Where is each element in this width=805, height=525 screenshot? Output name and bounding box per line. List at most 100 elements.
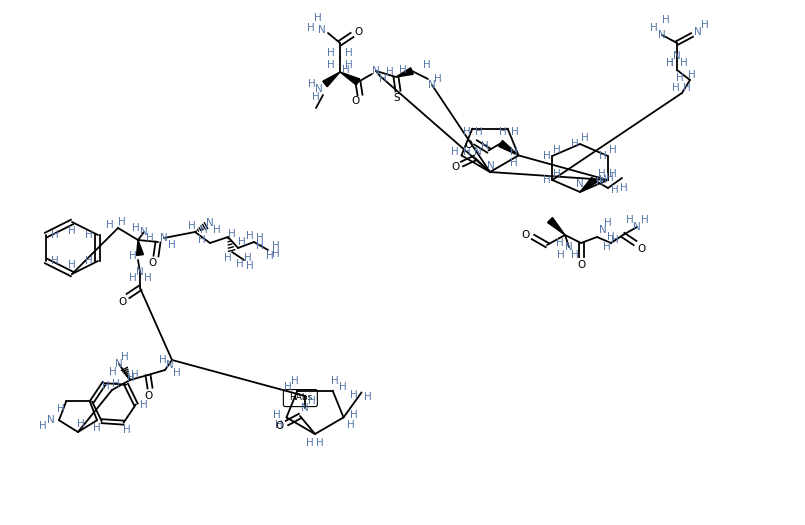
Text: O: O [351, 96, 359, 106]
Text: N: N [658, 30, 666, 40]
Text: H: H [127, 373, 134, 383]
Text: N: N [576, 179, 584, 189]
Text: H: H [168, 240, 175, 250]
Text: N: N [633, 222, 641, 232]
Text: H: H [52, 230, 59, 240]
Text: H: H [140, 400, 148, 410]
Text: N: N [136, 267, 144, 277]
Text: H: H [463, 148, 470, 158]
Text: H: H [611, 235, 619, 245]
Polygon shape [396, 68, 413, 77]
Text: H: H [557, 250, 565, 260]
Text: H: H [609, 145, 617, 155]
Text: N: N [474, 147, 482, 157]
Text: H: H [144, 273, 152, 283]
Text: N: N [565, 242, 573, 252]
Text: H: H [598, 169, 606, 179]
Text: H: H [275, 419, 283, 429]
Text: H: H [666, 58, 674, 68]
Text: H: H [129, 273, 137, 283]
Text: N: N [47, 415, 55, 425]
Text: N: N [372, 66, 380, 76]
Polygon shape [580, 177, 597, 192]
Text: H: H [464, 127, 471, 136]
Text: H: H [510, 159, 518, 169]
Text: H: H [499, 127, 506, 136]
Text: H: H [85, 256, 93, 266]
FancyBboxPatch shape [283, 390, 317, 406]
Text: H: H [283, 382, 291, 392]
Text: H: H [571, 250, 579, 260]
Text: H: H [308, 79, 316, 89]
Text: H: H [68, 226, 76, 236]
Text: H: H [308, 396, 316, 406]
Text: O: O [521, 230, 529, 240]
Text: H: H [451, 148, 458, 158]
Text: H: H [308, 23, 315, 33]
Text: H: H [102, 381, 109, 391]
Text: H: H [650, 23, 658, 33]
Text: N: N [301, 403, 309, 413]
Text: H: H [159, 355, 167, 365]
Text: H: H [339, 382, 346, 392]
Text: H: H [256, 241, 264, 251]
Text: H: H [641, 215, 649, 225]
Text: H: H [611, 185, 619, 195]
Text: H: H [123, 425, 131, 435]
Text: O: O [354, 27, 362, 37]
Text: S: S [394, 93, 400, 103]
Text: H: H [129, 251, 137, 261]
Text: H: H [599, 151, 607, 161]
Text: H: H [266, 251, 274, 261]
Text: N: N [318, 25, 326, 35]
Text: H: H [291, 375, 299, 385]
Text: O: O [144, 391, 152, 401]
Text: H: H [683, 83, 691, 93]
Text: H: H [68, 260, 76, 270]
Text: N: N [487, 161, 495, 171]
Text: H: H [198, 235, 206, 245]
Text: H: H [327, 48, 335, 58]
Text: H: H [701, 20, 709, 30]
Text: H: H [510, 127, 518, 136]
Text: H: H [553, 145, 561, 155]
Text: H: H [347, 419, 355, 429]
Text: H: H [238, 237, 246, 247]
Text: H: H [666, 58, 674, 68]
Text: H: H [553, 169, 561, 179]
Text: N: N [206, 218, 214, 228]
Text: H: H [349, 410, 357, 420]
Text: H: H [604, 218, 612, 228]
Text: H: H [342, 65, 350, 75]
Text: H: H [244, 253, 252, 263]
Text: H: H [543, 175, 551, 185]
Text: H: H [607, 232, 615, 242]
Text: H: H [272, 241, 280, 251]
Text: H: H [93, 423, 101, 433]
Text: H: H [581, 133, 589, 143]
Text: H: H [386, 67, 394, 77]
Text: N: N [160, 233, 168, 243]
Text: H: H [173, 368, 181, 378]
Text: H: H [603, 242, 611, 252]
Polygon shape [547, 217, 565, 235]
Text: H: H [77, 419, 85, 429]
Text: H: H [131, 370, 139, 380]
Text: O: O [118, 297, 126, 307]
Text: H: H [423, 60, 431, 70]
Text: N: N [315, 84, 323, 94]
Text: H: H [434, 74, 442, 84]
Text: H: H [481, 141, 489, 151]
Text: H: H [109, 367, 117, 377]
Text: H: H [314, 13, 322, 23]
Text: O: O [577, 260, 585, 270]
Polygon shape [323, 72, 340, 87]
Text: H: H [256, 233, 264, 243]
Text: H: H [246, 261, 254, 271]
Text: H: H [345, 48, 353, 58]
Text: O: O [464, 140, 473, 151]
Text: H: H [147, 233, 154, 243]
Text: H: H [272, 249, 280, 259]
Text: H: H [316, 438, 324, 448]
Text: H: H [620, 183, 628, 193]
